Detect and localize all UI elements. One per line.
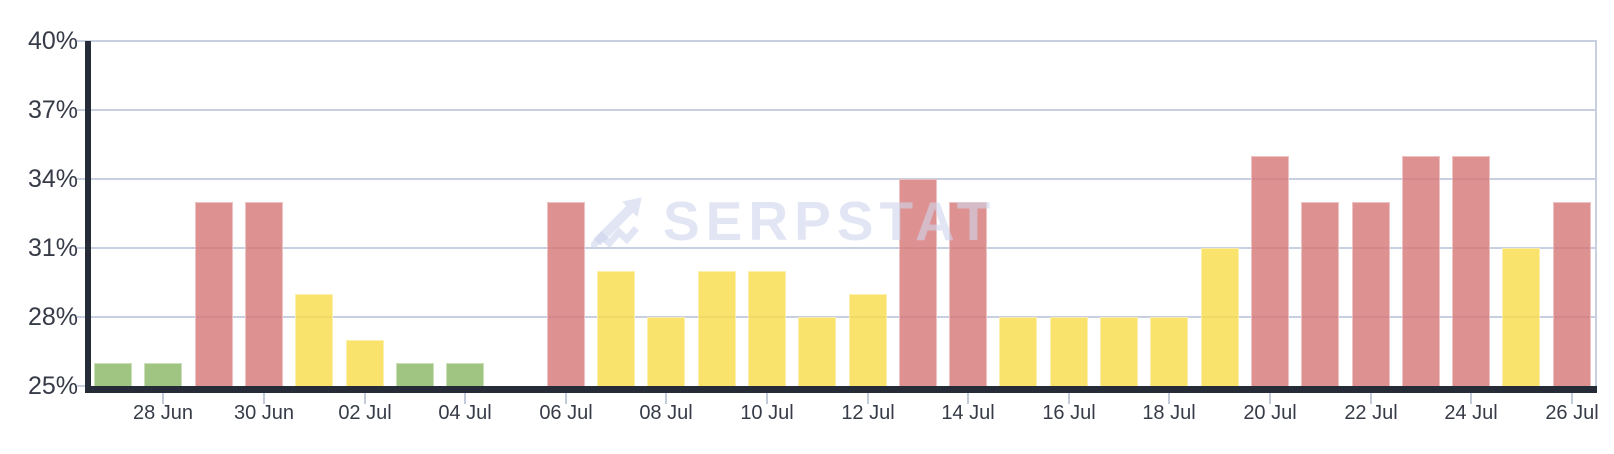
- x-axis-tick-mark-18-jul: [1168, 393, 1170, 404]
- x-axis-tick-mark-06-jul: [565, 393, 567, 404]
- y-axis-tick-label-25: 25%: [27, 372, 78, 400]
- bar-01-jul[interactable]: [295, 294, 333, 386]
- bar-27-jun[interactable]: [94, 363, 132, 386]
- bar-20-jul[interactable]: [1251, 156, 1289, 386]
- bar-19-jul[interactable]: [1201, 248, 1239, 386]
- bar-15-jul[interactable]: [999, 317, 1037, 386]
- bar-17-jul[interactable]: [1100, 317, 1138, 386]
- x-axis-tick-label-02-jul: 02 Jul: [338, 402, 392, 424]
- bar-11-jul[interactable]: [798, 317, 836, 386]
- y-axis-tick-label-40: 40%: [27, 27, 78, 55]
- gridline-40: [77, 40, 1597, 42]
- bar-21-jul[interactable]: [1301, 202, 1339, 386]
- bar-04-jul[interactable]: [446, 363, 484, 386]
- bar-03-jul[interactable]: [396, 363, 434, 386]
- x-axis-tick-label-18-jul: 18 Jul: [1142, 402, 1196, 424]
- x-axis-tick-label-26-jul: 26 Jul: [1545, 402, 1599, 424]
- x-axis-tick-mark-10-jul: [766, 393, 768, 404]
- x-axis-tick-label-06-jul: 06 Jul: [539, 402, 593, 424]
- x-axis-tick-label-08-jul: 08 Jul: [639, 402, 693, 424]
- bar-12-jul[interactable]: [849, 294, 887, 386]
- x-axis-tick-mark-08-jul: [665, 393, 667, 404]
- y-axis-tick-label-37: 37%: [27, 96, 78, 124]
- bar-29-jun[interactable]: [195, 202, 233, 386]
- y-axis-tick-label-34: 34%: [27, 165, 78, 193]
- y-tick-stub-25: [77, 385, 86, 387]
- bar-28-jun[interactable]: [144, 363, 182, 386]
- x-axis-tick-mark-22-jul: [1370, 393, 1372, 404]
- x-axis-tick-mark-26-jul: [1571, 393, 1573, 404]
- gridline-34: [77, 178, 1597, 180]
- gridline-37: [77, 109, 1597, 111]
- serpstat-trend-arrow-icon: [591, 197, 642, 250]
- gridline-28: [77, 316, 1597, 318]
- bar-25-jul[interactable]: [1502, 248, 1540, 386]
- y-axis-tick-label-28: 28%: [27, 303, 78, 331]
- bar-02-jul[interactable]: [346, 340, 384, 386]
- bar-23-jul[interactable]: [1402, 156, 1440, 386]
- y-axis-tick-label-31: 31%: [27, 234, 78, 262]
- bar-18-jul[interactable]: [1150, 317, 1188, 386]
- x-axis-tick-label-16-jul: 16 Jul: [1042, 402, 1096, 424]
- bar-13-jul[interactable]: [899, 179, 937, 386]
- x-axis-tick-mark-30-jun: [263, 393, 265, 404]
- x-axis-tick-mark-04-jul: [464, 393, 466, 404]
- x-axis-tick-label-04-jul: 04 Jul: [438, 402, 492, 424]
- plot-right-border: [1595, 41, 1597, 387]
- x-axis-tick-label-28-jun: 28 Jun: [132, 402, 194, 424]
- x-axis-tick-mark-20-jul: [1269, 393, 1271, 404]
- x-axis-tick-mark-02-jul: [364, 393, 366, 404]
- x-axis-tick-label-30-jun: 30 Jun: [233, 402, 295, 424]
- bar-30-jun[interactable]: [245, 202, 283, 386]
- bar-14-jul[interactable]: [949, 202, 987, 386]
- bar-16-jul[interactable]: [1050, 317, 1088, 386]
- bar-08-jul[interactable]: [647, 317, 685, 386]
- x-axis-tick-label-10-jul: 10 Jul: [740, 402, 794, 424]
- bar-06-jul[interactable]: [547, 202, 585, 386]
- x-axis-line: [85, 386, 1597, 393]
- x-axis-tick-label-24-jul: 24 Jul: [1444, 402, 1498, 424]
- x-axis-tick-mark-12-jul: [867, 393, 869, 404]
- y-axis-line: [85, 41, 91, 393]
- gridline-31: [77, 247, 1597, 249]
- x-axis-tick-label-22-jul: 22 Jul: [1344, 402, 1398, 424]
- x-axis-tick-mark-24-jul: [1470, 393, 1472, 404]
- bar-10-jul[interactable]: [748, 271, 786, 386]
- bar-26-jul[interactable]: [1553, 202, 1591, 386]
- bar-24-jul[interactable]: [1452, 156, 1490, 386]
- x-axis-tick-label-20-jul: 20 Jul: [1243, 402, 1297, 424]
- x-axis-tick-label-12-jul: 12 Jul: [841, 402, 895, 424]
- x-axis-tick-mark-16-jul: [1068, 393, 1070, 404]
- x-axis-tick-mark-28-jun: [162, 393, 164, 404]
- x-axis-tick-mark-14-jul: [967, 393, 969, 404]
- bar-07-jul[interactable]: [597, 271, 635, 386]
- bar-09-jul[interactable]: [698, 271, 736, 386]
- bar-22-jul[interactable]: [1352, 202, 1390, 386]
- x-axis-tick-label-14-jul: 14 Jul: [941, 402, 995, 424]
- watermark-text: SERPSTAT: [663, 190, 997, 252]
